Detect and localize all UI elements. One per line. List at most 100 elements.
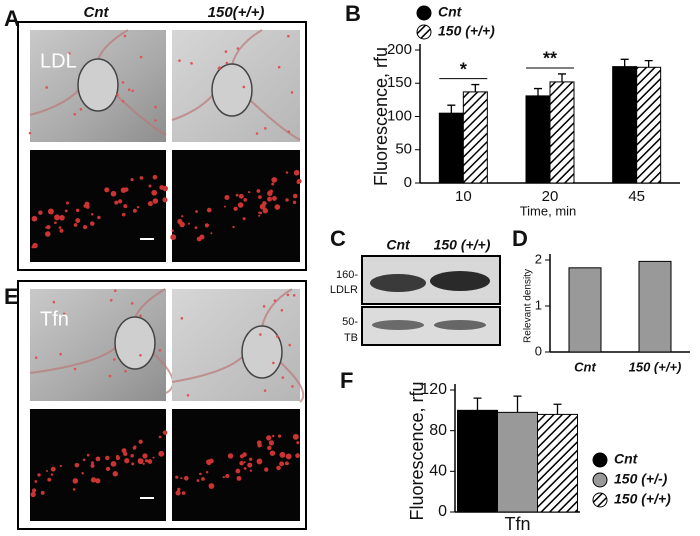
error-bar — [473, 397, 482, 411]
red-dot — [82, 458, 86, 462]
red-dot — [147, 201, 153, 207]
legend-label: Cnt — [614, 451, 639, 467]
red-dot — [123, 204, 128, 209]
legend-swatch — [592, 452, 608, 468]
red-dot — [54, 214, 60, 221]
red-dot — [262, 305, 266, 308]
red-dot — [31, 488, 37, 493]
stain-label: Tfn — [40, 308, 69, 330]
red-dot — [75, 208, 80, 213]
red-dot — [249, 469, 253, 472]
red-dot — [158, 435, 162, 439]
y-tick-label: 1 — [535, 297, 542, 312]
red-dot — [124, 369, 127, 373]
x-tick-label: 45 — [628, 188, 645, 205]
red-dot — [151, 189, 158, 196]
fluorescence-image — [30, 409, 166, 521]
red-dot — [131, 462, 135, 466]
fluorescence-image — [30, 150, 166, 262]
red-dot — [225, 61, 229, 65]
red-dot — [152, 456, 155, 459]
red-dot — [95, 478, 101, 484]
y-tick-label: 0 — [404, 174, 412, 191]
red-dot — [154, 105, 157, 109]
red-dot — [177, 487, 181, 492]
y-axis-label: Relevant density — [523, 269, 534, 343]
red-dot — [121, 212, 126, 217]
red-dot — [290, 91, 294, 94]
bar — [549, 81, 575, 184]
significance-mark: ** — [543, 49, 557, 69]
red-dot — [105, 455, 110, 461]
red-dot — [75, 218, 81, 224]
red-dot — [40, 490, 45, 495]
red-dot — [222, 475, 225, 479]
red-dot — [267, 445, 272, 451]
red-dot — [113, 358, 116, 361]
panel-letter: D — [512, 226, 528, 251]
cell-body — [77, 58, 119, 112]
red-dot — [266, 435, 272, 441]
red-dot — [90, 477, 97, 483]
red-dot — [46, 224, 51, 230]
red-dot — [110, 190, 117, 197]
red-dot — [217, 67, 221, 70]
red-dot — [201, 477, 205, 481]
red-dot — [224, 194, 230, 201]
column-label: 150(+/+) — [208, 4, 265, 21]
legend-swatch — [416, 5, 432, 21]
red-dot — [247, 462, 253, 468]
red-dot — [235, 193, 239, 197]
legend-label: Cnt — [438, 4, 463, 20]
red-dot — [138, 439, 143, 444]
red-dot — [131, 89, 134, 93]
red-dot — [205, 471, 209, 474]
red-dot — [256, 458, 263, 465]
red-dot — [271, 182, 275, 186]
y-axis-label: Fluorescence, rfu — [407, 381, 427, 520]
red-dot — [259, 203, 266, 210]
red-dot — [142, 462, 145, 465]
red-dot — [267, 190, 273, 196]
red-dot — [236, 47, 240, 50]
red-dot — [120, 187, 127, 193]
red-dot — [267, 196, 272, 202]
legend-swatch — [416, 24, 432, 40]
red-dot — [259, 333, 262, 336]
red-dot — [59, 352, 62, 356]
red-dot — [32, 242, 38, 249]
red-dot — [180, 317, 184, 320]
red-dot — [292, 200, 297, 205]
error-bar — [620, 58, 629, 67]
red-dot — [50, 466, 56, 472]
y-axis-label: Fluorescence, rfu — [371, 47, 391, 186]
red-dot — [210, 232, 213, 235]
red-dot — [204, 223, 210, 228]
red-dot — [281, 376, 285, 379]
red-dot — [258, 195, 262, 199]
red-dot — [162, 197, 168, 203]
red-dot — [34, 356, 38, 359]
red-dot — [90, 212, 94, 216]
red-dot — [139, 353, 142, 357]
column-label: Cnt — [84, 4, 110, 21]
red-dot — [242, 452, 247, 457]
legend-label: 150 (+/+) — [438, 23, 495, 39]
red-dot — [73, 112, 77, 116]
x-tick-label: 10 — [455, 188, 472, 205]
red-dot — [108, 374, 112, 378]
y-tick-label: 0 — [535, 343, 542, 358]
x-tick-label: Tfn — [504, 514, 530, 534]
y-tick-label: 150 — [387, 74, 412, 91]
red-dot — [47, 208, 54, 215]
red-dot — [147, 459, 153, 464]
red-dot — [272, 195, 277, 201]
red-dot — [279, 461, 285, 467]
y-tick-label: 120 — [420, 381, 447, 398]
red-dot — [295, 453, 300, 459]
panel-letter: C — [330, 226, 346, 251]
red-dot — [273, 299, 277, 303]
red-dot — [45, 86, 49, 89]
red-dot — [72, 488, 76, 491]
red-dot — [262, 208, 268, 214]
